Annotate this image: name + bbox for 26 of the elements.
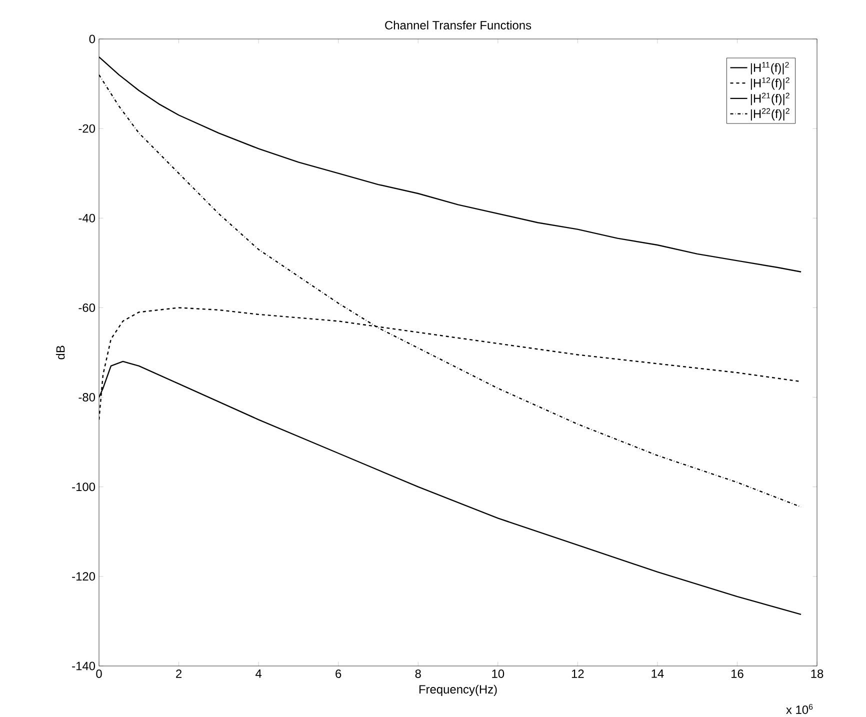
y-tick-label: -60 [78,303,96,312]
x-tick-label: 18 [811,669,824,678]
y-tick-label: -140 [72,662,96,670]
legend-label: |H$^{11}$(f)|$^{2}$ [750,62,789,74]
chart-title: Channel Transfer Functions [385,20,532,30]
x-tick-label: 2 [176,669,182,678]
x-tick-label: 16 [731,669,744,678]
y-tick-label: -120 [72,572,96,580]
x-tick-label: 14 [652,669,664,678]
y-tick-label: -40 [78,214,96,222]
y-tick-label: 0 [89,34,96,44]
text: x 10$^{6}$ [786,704,813,714]
x-tick-label: 4 [256,669,262,678]
x-axis-title: Frequency(Hz) [419,684,497,696]
x-tick-label: 0 [96,669,102,678]
y-tick-label: -20 [78,124,96,133]
legend-label: |H$^{12}$(f)|$^{2}$ [750,77,790,90]
y-tick-label: -80 [78,392,96,402]
legend-label: |H$^{22}$(f)|$^{2}$ [750,108,790,120]
x-tick-label: 6 [336,669,342,678]
legend-label: |H$^{21}$(f)|$^{2}$ [750,92,790,106]
x-tick-label: 12 [572,669,584,678]
y-tick-label: -100 [72,482,96,491]
x-tick-label: 10 [492,669,504,678]
y-axis-title: dB [56,346,65,360]
x-tick-label: 8 [415,669,421,678]
